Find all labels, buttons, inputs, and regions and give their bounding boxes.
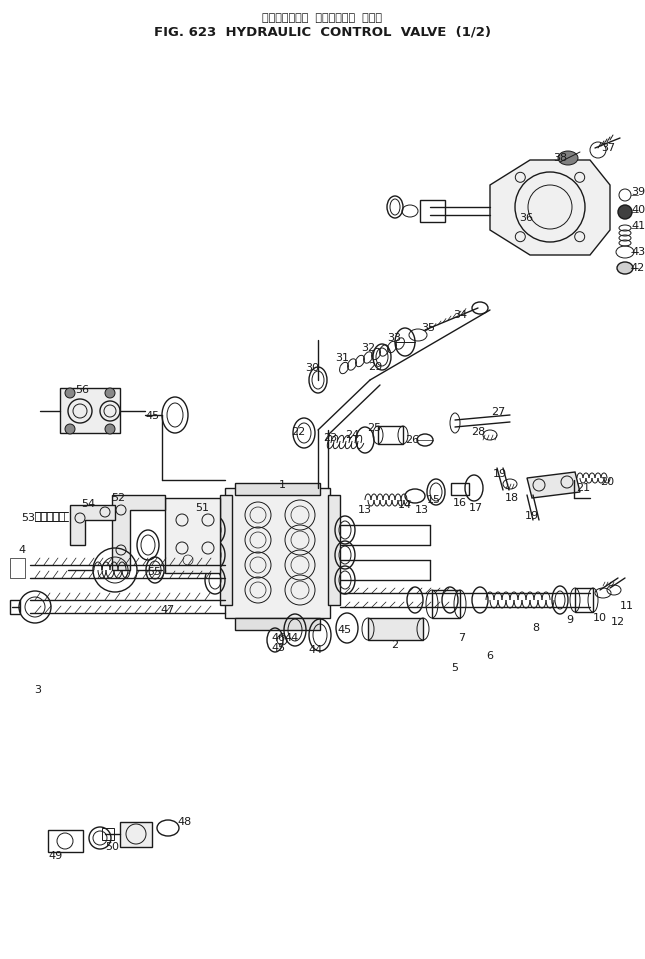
Text: 3: 3 <box>34 685 41 695</box>
Text: 19: 19 <box>525 511 539 521</box>
Text: 14: 14 <box>398 500 412 510</box>
Bar <box>368 618 423 640</box>
Text: 21: 21 <box>576 483 590 493</box>
Text: 39: 39 <box>631 187 645 197</box>
Bar <box>225 488 330 618</box>
Polygon shape <box>490 160 610 255</box>
Circle shape <box>105 388 115 398</box>
Bar <box>220 495 232 605</box>
Bar <box>432 590 460 618</box>
Text: 31: 31 <box>335 353 349 363</box>
Text: ハイドロリック  コントロール  バルブ: ハイドロリック コントロール バルブ <box>262 13 382 23</box>
Text: 42: 42 <box>631 263 645 273</box>
Polygon shape <box>112 495 165 570</box>
Text: 55: 55 <box>147 567 161 577</box>
Text: 24: 24 <box>345 430 359 440</box>
Text: 37: 37 <box>601 143 615 153</box>
Text: 18: 18 <box>505 493 519 503</box>
Circle shape <box>65 388 75 398</box>
Circle shape <box>65 424 75 434</box>
Text: 34: 34 <box>453 310 467 320</box>
Text: FIG. 623  HYDRAULIC  CONTROL  VALVE  (1/2): FIG. 623 HYDRAULIC CONTROL VALVE (1/2) <box>154 26 490 38</box>
Text: 29: 29 <box>368 362 382 372</box>
Text: 6: 6 <box>486 651 493 661</box>
Text: 36: 36 <box>519 213 533 223</box>
Bar <box>451 483 469 495</box>
Text: 15: 15 <box>427 495 441 505</box>
Text: 46: 46 <box>271 633 285 643</box>
Text: 50: 50 <box>105 842 119 852</box>
Text: 8: 8 <box>532 623 540 633</box>
Bar <box>48 830 83 852</box>
Text: 12: 12 <box>611 617 625 627</box>
Text: 45: 45 <box>145 411 159 421</box>
Text: 44: 44 <box>285 633 299 643</box>
Bar <box>120 822 152 847</box>
Text: 26: 26 <box>405 435 419 445</box>
Text: 20: 20 <box>600 477 614 487</box>
Text: 45: 45 <box>338 625 352 635</box>
Circle shape <box>618 205 632 219</box>
Text: 2: 2 <box>392 640 399 650</box>
Bar <box>235 618 320 630</box>
Bar <box>378 426 403 444</box>
Text: 1: 1 <box>279 480 286 490</box>
Bar <box>59 512 64 521</box>
Text: 13: 13 <box>415 505 429 515</box>
Text: 33: 33 <box>387 333 401 343</box>
Bar <box>53 512 58 521</box>
Text: 56: 56 <box>75 385 89 395</box>
Text: 5: 5 <box>451 663 459 673</box>
Bar <box>10 558 25 578</box>
Text: 22: 22 <box>291 427 305 437</box>
Bar <box>235 483 320 495</box>
Text: 35: 35 <box>421 323 435 333</box>
Text: 13: 13 <box>358 505 372 515</box>
Bar <box>47 512 52 521</box>
Text: 47: 47 <box>161 605 175 615</box>
Text: 40: 40 <box>631 205 645 215</box>
Text: 48: 48 <box>178 817 192 827</box>
Text: 17: 17 <box>469 503 483 513</box>
Text: 16: 16 <box>453 498 467 508</box>
Text: 23: 23 <box>323 433 337 443</box>
Text: 52: 52 <box>111 493 125 503</box>
Bar <box>35 512 40 521</box>
Text: 41: 41 <box>631 221 645 231</box>
Bar <box>165 498 220 573</box>
Text: 9: 9 <box>566 615 573 625</box>
Text: 43: 43 <box>631 247 645 257</box>
Text: 44: 44 <box>309 645 323 655</box>
Polygon shape <box>527 472 580 498</box>
Bar <box>328 495 340 605</box>
Bar <box>575 588 593 612</box>
Text: 4: 4 <box>19 545 26 555</box>
Text: 30: 30 <box>305 363 319 373</box>
Text: 7: 7 <box>459 633 466 643</box>
Text: 54: 54 <box>81 499 95 509</box>
Polygon shape <box>70 505 115 545</box>
Ellipse shape <box>617 262 633 274</box>
Text: 53: 53 <box>21 513 35 523</box>
Text: 51: 51 <box>195 503 209 513</box>
Text: 32: 32 <box>361 343 375 353</box>
Text: 10: 10 <box>593 613 607 623</box>
Bar <box>420 200 445 222</box>
Text: 27: 27 <box>491 407 505 417</box>
Text: 28: 28 <box>471 427 485 437</box>
Bar <box>10 600 20 614</box>
Text: 11: 11 <box>620 601 634 611</box>
Text: 38: 38 <box>553 153 567 163</box>
Ellipse shape <box>558 151 578 165</box>
Text: 25: 25 <box>367 423 381 433</box>
Bar <box>102 828 114 840</box>
Text: 45: 45 <box>271 643 285 653</box>
Text: 49: 49 <box>49 851 63 861</box>
Bar <box>60 388 120 433</box>
Circle shape <box>105 424 115 434</box>
Text: 19: 19 <box>493 469 507 479</box>
Bar <box>41 512 46 521</box>
